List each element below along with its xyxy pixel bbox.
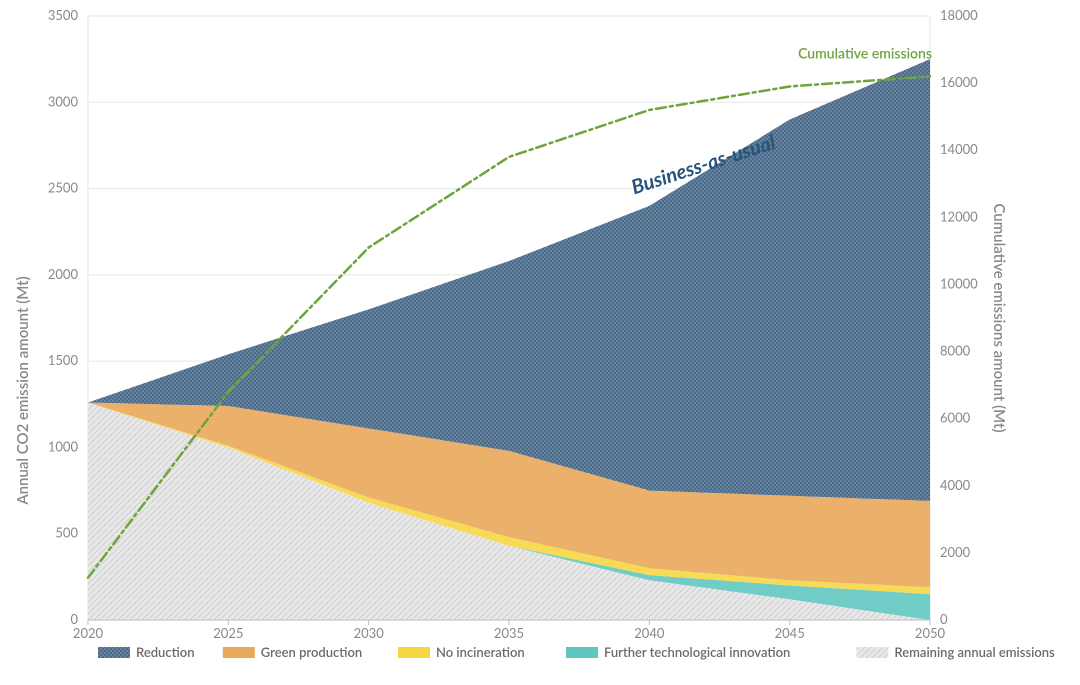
y-left-tick: 1000 (48, 438, 79, 454)
y-right-tick: 6000 (940, 410, 971, 426)
y-left-tick: 3500 (48, 7, 79, 23)
x-tick-label: 2050 (915, 625, 946, 641)
legend-label: Remaining annual emissions (894, 644, 1055, 660)
legend-swatch (98, 647, 130, 658)
legend-swatch (398, 647, 430, 658)
y-left-label: Annual CO2 emission amount (Mt) (14, 276, 32, 505)
x-tick-label: 2020 (73, 625, 104, 641)
y-right-tick: 4000 (940, 477, 971, 493)
x-tick-label: 2040 (634, 625, 665, 641)
y-left-tick: 500 (55, 525, 78, 541)
chart-container: Cumulative emissions 2020 2025 2030 2035 2040… (0, 0, 1080, 685)
cumulative-label: Cumulative emissions (798, 44, 932, 61)
legend-label: Reduction (136, 644, 195, 660)
x-tick-label: 2035 (494, 625, 524, 641)
legend-swatch (223, 647, 255, 658)
y-right-tick: 16000 (940, 74, 978, 90)
legend-label: No incineration (436, 644, 525, 660)
y-right-tick: 18000 (940, 7, 978, 23)
y-left-tick: 3000 (48, 93, 79, 109)
legend-swatch (566, 647, 598, 658)
y-right-tick: 12000 (940, 208, 978, 224)
chart-svg: Cumulative emissions 2020 2025 2030 2035 2040… (0, 0, 1080, 685)
y-left-tick: 1500 (48, 352, 79, 368)
y-right-tick: 10000 (940, 275, 978, 291)
legend-swatch (856, 647, 888, 658)
y-left-tick: 2500 (48, 180, 79, 196)
legend: Reduction Green production No incineration… (98, 644, 1055, 660)
y-left-tick: 2000 (48, 266, 79, 282)
legend-label: Green production (261, 644, 362, 660)
x-tick-label: 2030 (354, 625, 385, 641)
legend-label: Further technological innovation (604, 644, 790, 660)
y-right-tick: 14000 (940, 141, 978, 157)
x-tick-label: 2025 (213, 625, 243, 641)
y-right-label: Cumulative emissions amount (Mt) (990, 203, 1008, 432)
x-tick-label: 2045 (775, 625, 805, 641)
y-right-tick: 0 (940, 611, 948, 627)
y-right-tick: 2000 (940, 544, 971, 560)
y-right-tick: 8000 (940, 343, 971, 359)
y-left-tick: 0 (70, 611, 78, 627)
